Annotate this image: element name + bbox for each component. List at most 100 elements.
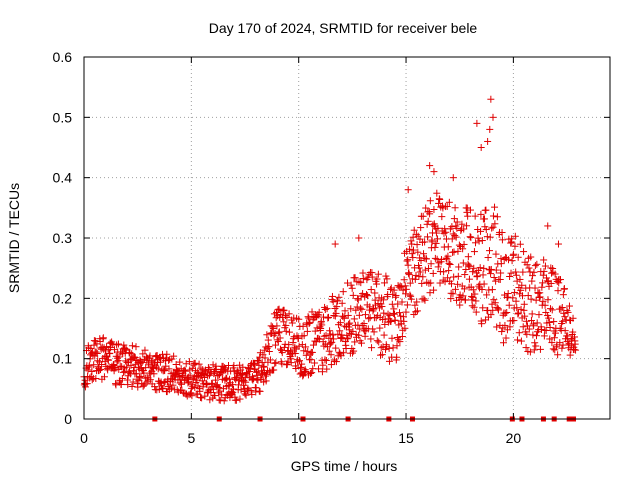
data-point xyxy=(427,260,435,268)
data-point xyxy=(341,322,349,330)
data-point xyxy=(453,224,461,232)
data-point xyxy=(389,290,397,298)
data-point xyxy=(412,230,420,238)
data-point xyxy=(424,217,432,225)
data-point xyxy=(458,220,466,228)
data-point xyxy=(560,285,568,293)
y-tick-label: 0.5 xyxy=(53,109,73,125)
data-point xyxy=(411,301,419,309)
data-point xyxy=(389,344,397,352)
data-point xyxy=(365,315,373,323)
data-point xyxy=(343,335,351,343)
data-point xyxy=(434,263,442,271)
data-point xyxy=(430,286,438,294)
data-point xyxy=(436,279,444,287)
data-point xyxy=(541,262,549,270)
data-point xyxy=(572,346,580,354)
data-point xyxy=(399,286,407,294)
data-point xyxy=(371,289,379,297)
data-point xyxy=(473,272,481,280)
data-point xyxy=(408,250,416,258)
data-point xyxy=(470,248,478,256)
data-point xyxy=(260,362,268,370)
data-point xyxy=(215,384,223,392)
data-point xyxy=(557,305,565,313)
data-point xyxy=(456,301,464,309)
data-point xyxy=(322,357,330,365)
data-point xyxy=(536,345,544,353)
data-point xyxy=(527,295,535,303)
data-point xyxy=(278,349,286,357)
data-point xyxy=(421,296,429,304)
data-point xyxy=(128,382,136,390)
data-point xyxy=(561,313,569,321)
data-point xyxy=(263,331,271,339)
data-point xyxy=(252,368,260,376)
data-point xyxy=(487,265,495,273)
data-point xyxy=(363,291,371,299)
data-point xyxy=(170,352,178,360)
plot-frame xyxy=(83,56,611,420)
data-point xyxy=(92,348,100,356)
data-point xyxy=(132,343,140,351)
data-point xyxy=(251,365,259,373)
data-point xyxy=(525,264,533,272)
data-point xyxy=(198,394,206,402)
data-point xyxy=(426,162,434,170)
data-point xyxy=(434,224,442,232)
data-point xyxy=(236,395,244,403)
data-point xyxy=(506,273,514,281)
data-point xyxy=(261,354,269,362)
data-point xyxy=(469,268,477,276)
data-point xyxy=(311,327,319,335)
data-point xyxy=(118,348,126,356)
data-point xyxy=(423,220,431,228)
data-point xyxy=(467,206,475,214)
data-point xyxy=(270,331,278,339)
chart-title: Day 170 of 2024, SRMTID for receiver bel… xyxy=(209,20,478,36)
data-point xyxy=(431,254,439,262)
data-point xyxy=(445,267,453,275)
data-point xyxy=(305,320,313,328)
data-point xyxy=(435,199,443,207)
data-point xyxy=(401,282,409,290)
data-point xyxy=(272,359,280,367)
data-point xyxy=(479,271,487,279)
data-point xyxy=(350,315,358,323)
data-point xyxy=(193,368,201,376)
data-point xyxy=(280,318,288,326)
data-point xyxy=(385,357,393,365)
data-point xyxy=(301,366,309,374)
data-point xyxy=(559,317,567,325)
data-point xyxy=(147,369,155,377)
data-point xyxy=(223,375,231,383)
data-point xyxy=(369,325,377,333)
data-point xyxy=(493,213,501,221)
data-point xyxy=(454,272,462,280)
data-point xyxy=(328,292,336,300)
data-point xyxy=(366,303,374,311)
data-point xyxy=(511,288,519,296)
data-point xyxy=(360,320,368,328)
data-point xyxy=(137,357,145,365)
data-point xyxy=(510,317,518,325)
data-point xyxy=(454,280,462,288)
data-point xyxy=(443,255,451,263)
data-point xyxy=(141,346,149,354)
data-point xyxy=(547,264,555,272)
data-point xyxy=(457,295,465,303)
data-point xyxy=(426,210,434,218)
data-point xyxy=(291,343,299,351)
data-point xyxy=(486,247,494,255)
data-point xyxy=(459,245,467,253)
data-point xyxy=(308,348,316,356)
data-point xyxy=(275,329,283,337)
data-point xyxy=(489,223,497,231)
data-point xyxy=(535,311,543,319)
data-point xyxy=(474,234,482,242)
data-point xyxy=(193,376,201,384)
data-point xyxy=(412,308,420,316)
data-point xyxy=(290,333,298,341)
data-point xyxy=(208,380,216,388)
